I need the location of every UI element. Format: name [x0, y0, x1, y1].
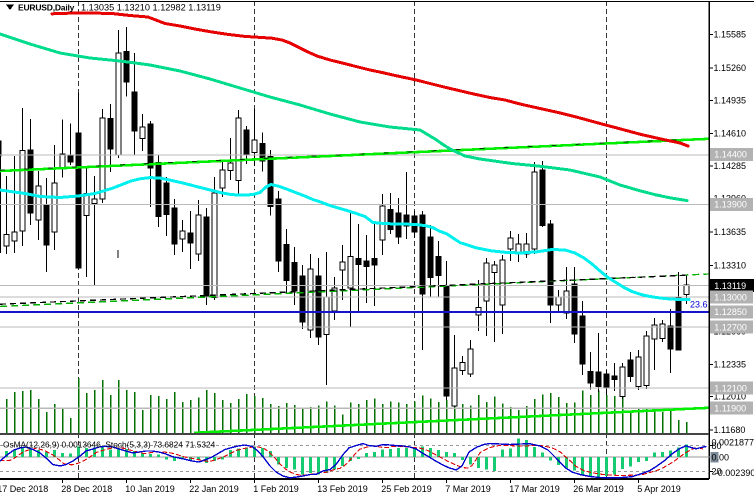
svg-text:1.13635: 1.13635 — [714, 227, 747, 237]
svg-text:1.11680: 1.11680 — [714, 425, 746, 435]
svg-text:1.13900: 1.13900 — [714, 200, 747, 210]
svg-text:1.15585: 1.15585 — [714, 30, 747, 40]
svg-text:80: 80 — [712, 441, 722, 451]
svg-text:10 Jan 2019: 10 Jan 2019 — [125, 484, 175, 494]
svg-text:17 Dec 2018: 17 Dec 2018 — [0, 484, 48, 494]
svg-text:-0.002390: -0.002390 — [715, 468, 754, 478]
svg-text:1.12100: 1.12100 — [714, 383, 747, 393]
svg-text:1.14935: 1.14935 — [714, 96, 747, 106]
svg-text:1.11900: 1.11900 — [714, 403, 746, 413]
svg-text:1 Feb 2019: 1 Feb 2019 — [253, 484, 299, 494]
svg-text:1.14285: 1.14285 — [714, 161, 747, 171]
svg-text:1.12850: 1.12850 — [714, 307, 747, 317]
svg-text:EURUSD,Daily: EURUSD,Daily — [18, 3, 75, 13]
svg-text:17 Mar 2019: 17 Mar 2019 — [509, 484, 560, 494]
svg-text:1.12010: 1.12010 — [714, 392, 747, 402]
svg-text:23.6: 23.6 — [690, 299, 708, 309]
svg-text:OsMA(12,26,9) 0.0013646 Stoch: OsMA(12,26,9) 0.0013646 Stoch(5,3,3) 73.… — [3, 439, 216, 449]
svg-text:1.14400: 1.14400 — [714, 150, 747, 160]
svg-text:22 Jan 2019: 22 Jan 2019 — [189, 484, 239, 494]
svg-text:5 Apr 2019: 5 Apr 2019 — [637, 484, 681, 494]
svg-text:1.15260: 1.15260 — [714, 63, 747, 73]
svg-text:1.13000: 1.13000 — [714, 292, 747, 302]
svg-text:0.00: 0.00 — [712, 452, 730, 462]
svg-text:28 Dec 2018: 28 Dec 2018 — [61, 484, 112, 494]
svg-text:1.12335: 1.12335 — [714, 360, 747, 370]
svg-text:1.13035 1.13210 1.12982 1.1311: 1.13035 1.13210 1.12982 1.13119 — [81, 3, 221, 13]
svg-text:1.14610: 1.14610 — [714, 129, 747, 139]
svg-text:1.13310: 1.13310 — [714, 261, 747, 271]
svg-text:13 Feb 2019: 13 Feb 2019 — [317, 484, 368, 494]
svg-text:1.12700: 1.12700 — [714, 322, 747, 332]
svg-text:1.13119: 1.13119 — [714, 281, 746, 291]
svg-text:7 Mar 2019: 7 Mar 2019 — [445, 484, 491, 494]
svg-text:26 Mar 2019: 26 Mar 2019 — [573, 484, 624, 494]
svg-text:20: 20 — [712, 467, 722, 477]
svg-text:25 Feb 2019: 25 Feb 2019 — [381, 484, 432, 494]
svg-text:0.0021877: 0.0021877 — [712, 438, 754, 448]
